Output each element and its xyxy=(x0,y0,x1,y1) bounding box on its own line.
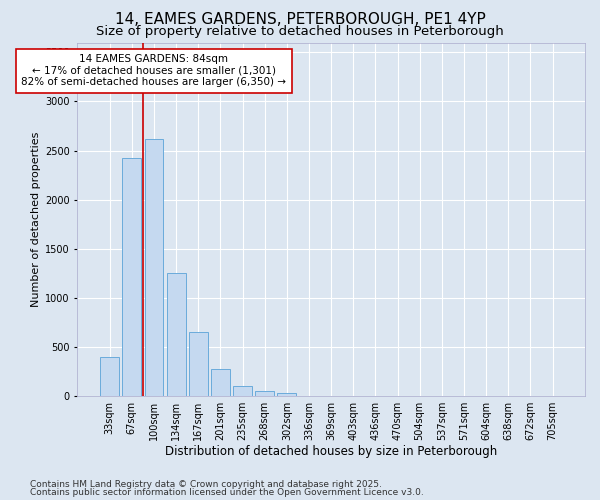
Text: 14, EAMES GARDENS, PETERBOROUGH, PE1 4YP: 14, EAMES GARDENS, PETERBOROUGH, PE1 4YP xyxy=(115,12,485,28)
Y-axis label: Number of detached properties: Number of detached properties xyxy=(31,132,41,307)
Text: Contains HM Land Registry data © Crown copyright and database right 2025.: Contains HM Land Registry data © Crown c… xyxy=(30,480,382,489)
Bar xyxy=(255,390,274,396)
Bar xyxy=(277,393,296,396)
Bar xyxy=(189,332,208,396)
Text: Contains public sector information licensed under the Open Government Licence v3: Contains public sector information licen… xyxy=(30,488,424,497)
Bar xyxy=(122,158,141,396)
Bar xyxy=(167,274,185,396)
Bar xyxy=(233,386,252,396)
Bar xyxy=(100,357,119,396)
Text: Size of property relative to detached houses in Peterborough: Size of property relative to detached ho… xyxy=(96,25,504,38)
Text: 14 EAMES GARDENS: 84sqm
← 17% of detached houses are smaller (1,301)
82% of semi: 14 EAMES GARDENS: 84sqm ← 17% of detache… xyxy=(22,54,286,88)
X-axis label: Distribution of detached houses by size in Peterborough: Distribution of detached houses by size … xyxy=(165,444,497,458)
Bar xyxy=(145,139,163,396)
Bar xyxy=(211,368,230,396)
